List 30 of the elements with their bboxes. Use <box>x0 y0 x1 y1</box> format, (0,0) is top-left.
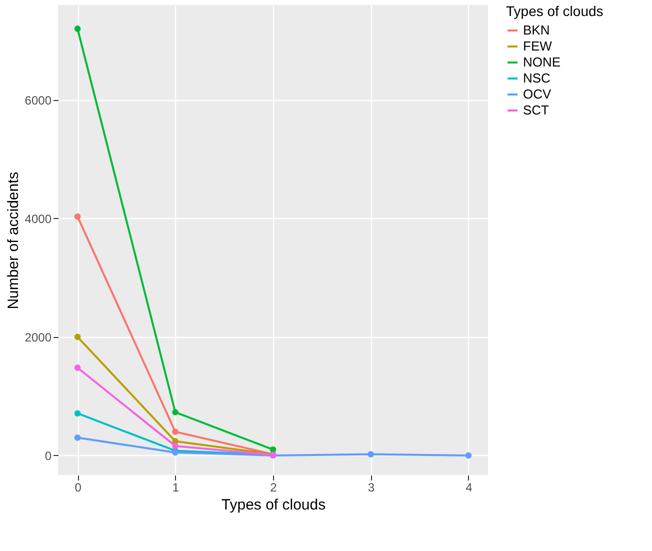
y-tick-label: 0 <box>44 448 52 463</box>
legend-label: NSC <box>523 70 550 86</box>
x-tick-label: 0 <box>74 480 82 494</box>
x-tick-label: 3 <box>368 480 375 494</box>
x-tick-label: 1 <box>172 480 180 494</box>
x-tick-label: 4 <box>466 480 473 494</box>
point <box>172 442 178 450</box>
point <box>465 452 472 459</box>
y-tick-label: 2000 <box>24 330 52 344</box>
legend-label: BKN <box>523 22 550 38</box>
point <box>172 409 178 416</box>
point <box>172 428 178 435</box>
point <box>74 213 81 220</box>
point <box>74 434 81 441</box>
point <box>74 26 81 32</box>
x-tick-label: 2 <box>270 480 278 494</box>
legend-label: NONE <box>523 54 561 70</box>
point <box>368 451 374 458</box>
point <box>74 364 81 371</box>
legend-label: FEW <box>523 38 553 54</box>
point <box>270 446 276 453</box>
y-tick-label: 4000 <box>24 212 52 226</box>
point <box>74 334 81 340</box>
legend-label: OCV <box>523 86 552 102</box>
point <box>74 410 81 417</box>
legend-label: SCT <box>523 102 550 118</box>
x-axis-title: Types of clouds <box>221 496 326 514</box>
y-tick-label: 6000 <box>24 93 52 108</box>
legend-title: Types of clouds <box>506 3 604 19</box>
y-axis-title: Number of accidents <box>4 172 22 310</box>
